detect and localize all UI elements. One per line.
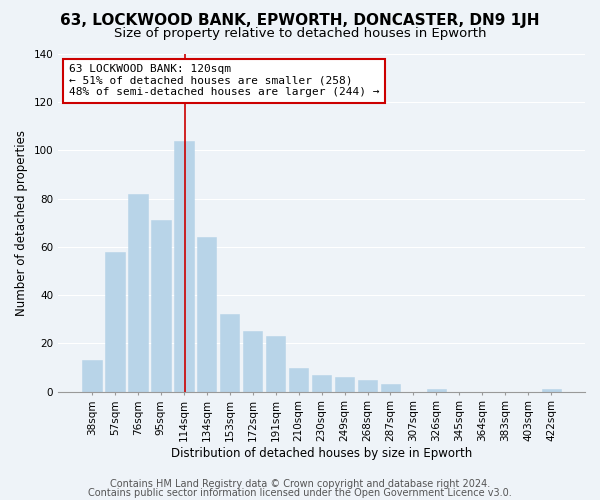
Bar bbox=[220, 314, 239, 392]
X-axis label: Distribution of detached houses by size in Epworth: Distribution of detached houses by size … bbox=[171, 447, 472, 460]
Bar bbox=[542, 390, 561, 392]
Bar bbox=[151, 220, 170, 392]
Bar bbox=[128, 194, 148, 392]
Bar bbox=[358, 380, 377, 392]
Bar bbox=[312, 375, 331, 392]
Bar bbox=[243, 332, 262, 392]
Bar bbox=[105, 252, 125, 392]
Bar bbox=[82, 360, 101, 392]
Bar bbox=[289, 368, 308, 392]
Text: Contains HM Land Registry data © Crown copyright and database right 2024.: Contains HM Land Registry data © Crown c… bbox=[110, 479, 490, 489]
Bar bbox=[174, 141, 194, 392]
Bar bbox=[427, 390, 446, 392]
Text: Size of property relative to detached houses in Epworth: Size of property relative to detached ho… bbox=[114, 28, 486, 40]
Bar bbox=[381, 384, 400, 392]
Text: 63 LOCKWOOD BANK: 120sqm
← 51% of detached houses are smaller (258)
48% of semi-: 63 LOCKWOOD BANK: 120sqm ← 51% of detach… bbox=[69, 64, 379, 98]
Bar bbox=[335, 377, 355, 392]
Y-axis label: Number of detached properties: Number of detached properties bbox=[15, 130, 28, 316]
Text: 63, LOCKWOOD BANK, EPWORTH, DONCASTER, DN9 1JH: 63, LOCKWOOD BANK, EPWORTH, DONCASTER, D… bbox=[60, 12, 540, 28]
Bar bbox=[266, 336, 286, 392]
Bar bbox=[197, 238, 217, 392]
Text: Contains public sector information licensed under the Open Government Licence v3: Contains public sector information licen… bbox=[88, 488, 512, 498]
